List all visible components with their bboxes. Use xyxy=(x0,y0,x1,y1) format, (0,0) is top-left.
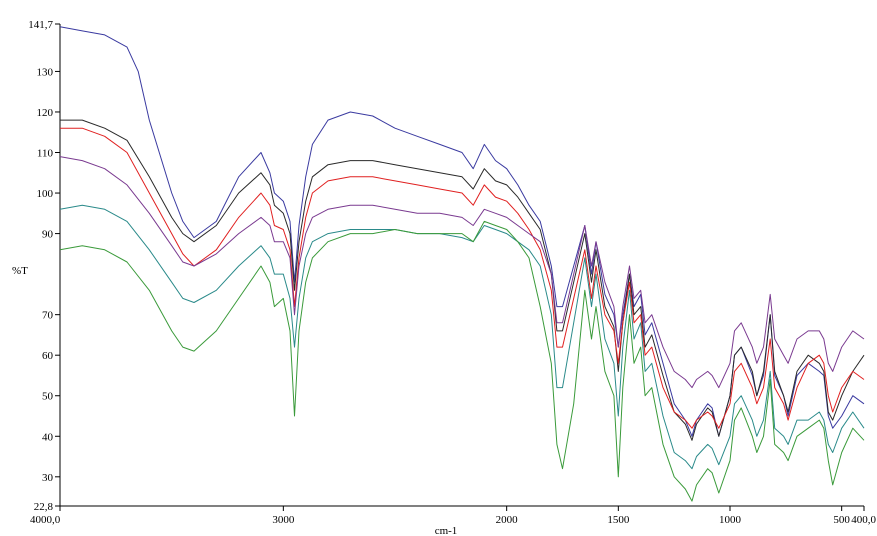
x-tick-label: 500 xyxy=(833,514,850,526)
spectrum-line-5 xyxy=(59,204,865,470)
y-ticks: 141,7 130 120 110 100 90 70 60 50 40 30 22,8 xyxy=(28,19,60,513)
y-tick-label: 40 xyxy=(42,431,54,443)
spectrum-line-3 xyxy=(60,127,865,429)
spectrum-line-1 xyxy=(59,26,865,437)
spectrum-line-4 xyxy=(59,156,865,389)
x-tick-label: 1500 xyxy=(607,514,630,526)
x-tick-label: 1000 xyxy=(719,514,742,526)
y-tick-label: 120 xyxy=(37,107,54,119)
y-tick-label: 70 xyxy=(42,310,54,322)
x-tick-label: 400,0 xyxy=(851,514,876,526)
y-tick-label: 130 xyxy=(37,66,54,78)
x-ticks: 4000,0 3000 2000 1500 1000 500 400,0 xyxy=(30,506,877,526)
y-axis-label: %T xyxy=(12,265,28,277)
y-tick-label: 110 xyxy=(37,148,54,160)
x-tick-label: 3000 xyxy=(272,514,295,526)
y-tick-label: 30 xyxy=(42,472,54,484)
y-tick-label: 60 xyxy=(42,350,54,362)
x-tick-label: 2000 xyxy=(496,514,519,526)
y-tick-label: 90 xyxy=(42,229,54,241)
y-tick-label: 100 xyxy=(37,188,54,200)
x-axis-label: cm-1 xyxy=(435,525,458,536)
spectrum-line-2 xyxy=(60,119,865,441)
spectrum-line-6 xyxy=(59,220,865,502)
y-tick-label: 50 xyxy=(42,391,54,403)
spectra xyxy=(59,26,865,502)
x-tick-label: 4000,0 xyxy=(30,514,61,526)
y-tick-label: 141,7 xyxy=(28,19,53,31)
y-tick-label: 22,8 xyxy=(34,501,54,513)
